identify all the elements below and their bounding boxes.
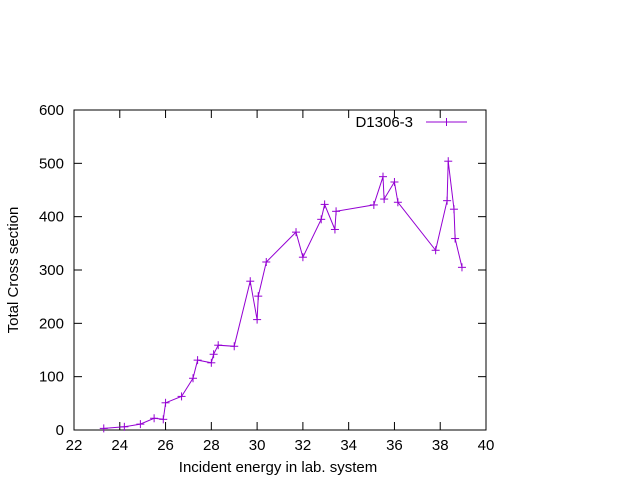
data-point	[246, 277, 255, 286]
data-point	[189, 374, 198, 383]
x-axis-label: Incident energy in lab. system	[179, 459, 377, 476]
data-point	[254, 292, 263, 301]
data-point	[150, 414, 159, 423]
x-tick-label: 34	[340, 437, 357, 454]
data-point	[209, 350, 218, 359]
x-tick-label: 22	[66, 437, 83, 454]
y-axis-label: Total Cross section	[5, 207, 22, 334]
y-tick-label: 100	[39, 369, 64, 386]
data-point	[449, 205, 458, 214]
data-point	[159, 415, 168, 424]
data-point	[390, 178, 399, 186]
data-point	[380, 195, 389, 204]
data-point	[444, 157, 453, 166]
series-layer	[99, 157, 466, 433]
y-tick-label: 500	[39, 155, 64, 172]
legend: D1306-3	[355, 114, 467, 131]
data-point	[298, 253, 307, 262]
data-point	[230, 342, 239, 351]
data-point	[262, 258, 271, 266]
y-tick-label: 200	[39, 315, 64, 332]
x-tick-label: 32	[295, 437, 312, 454]
data-point	[214, 341, 223, 350]
data-point	[332, 207, 341, 216]
data-point	[207, 358, 216, 367]
plot-frame	[73, 109, 487, 431]
legend-marker	[442, 118, 451, 126]
data-point	[393, 198, 402, 207]
data-point	[177, 392, 186, 401]
axis-ticks	[73, 109, 487, 431]
data-point	[320, 200, 329, 209]
x-tick-label: 24	[111, 437, 128, 454]
data-point	[292, 228, 301, 237]
data-point	[120, 422, 129, 431]
y-tick-label: 400	[39, 209, 64, 226]
legend-label: D1306-3	[355, 114, 413, 131]
series-line	[103, 161, 463, 429]
data-point	[161, 398, 170, 407]
data-point	[379, 172, 387, 181]
data-point	[136, 420, 145, 429]
y-tick-label: 600	[39, 102, 64, 119]
y-tick-label: 0	[56, 422, 64, 439]
data-point	[451, 234, 460, 243]
data-point	[99, 424, 108, 433]
data-point	[443, 196, 452, 205]
data-point	[193, 356, 202, 365]
data-point	[253, 315, 262, 324]
data-point	[317, 215, 326, 224]
x-tick-label: 38	[432, 437, 449, 454]
data-point	[369, 200, 378, 209]
legend-plus-marker	[442, 118, 451, 126]
x-tick-label: 40	[478, 437, 495, 454]
x-tick-label: 28	[203, 437, 220, 454]
data-point	[330, 225, 339, 234]
data-point	[431, 246, 440, 255]
x-tick-label: 26	[157, 437, 174, 454]
x-tick-label: 30	[249, 437, 266, 454]
x-tick-label: 36	[386, 437, 403, 454]
y-tick-label: 300	[39, 262, 64, 279]
data-point	[457, 263, 466, 272]
